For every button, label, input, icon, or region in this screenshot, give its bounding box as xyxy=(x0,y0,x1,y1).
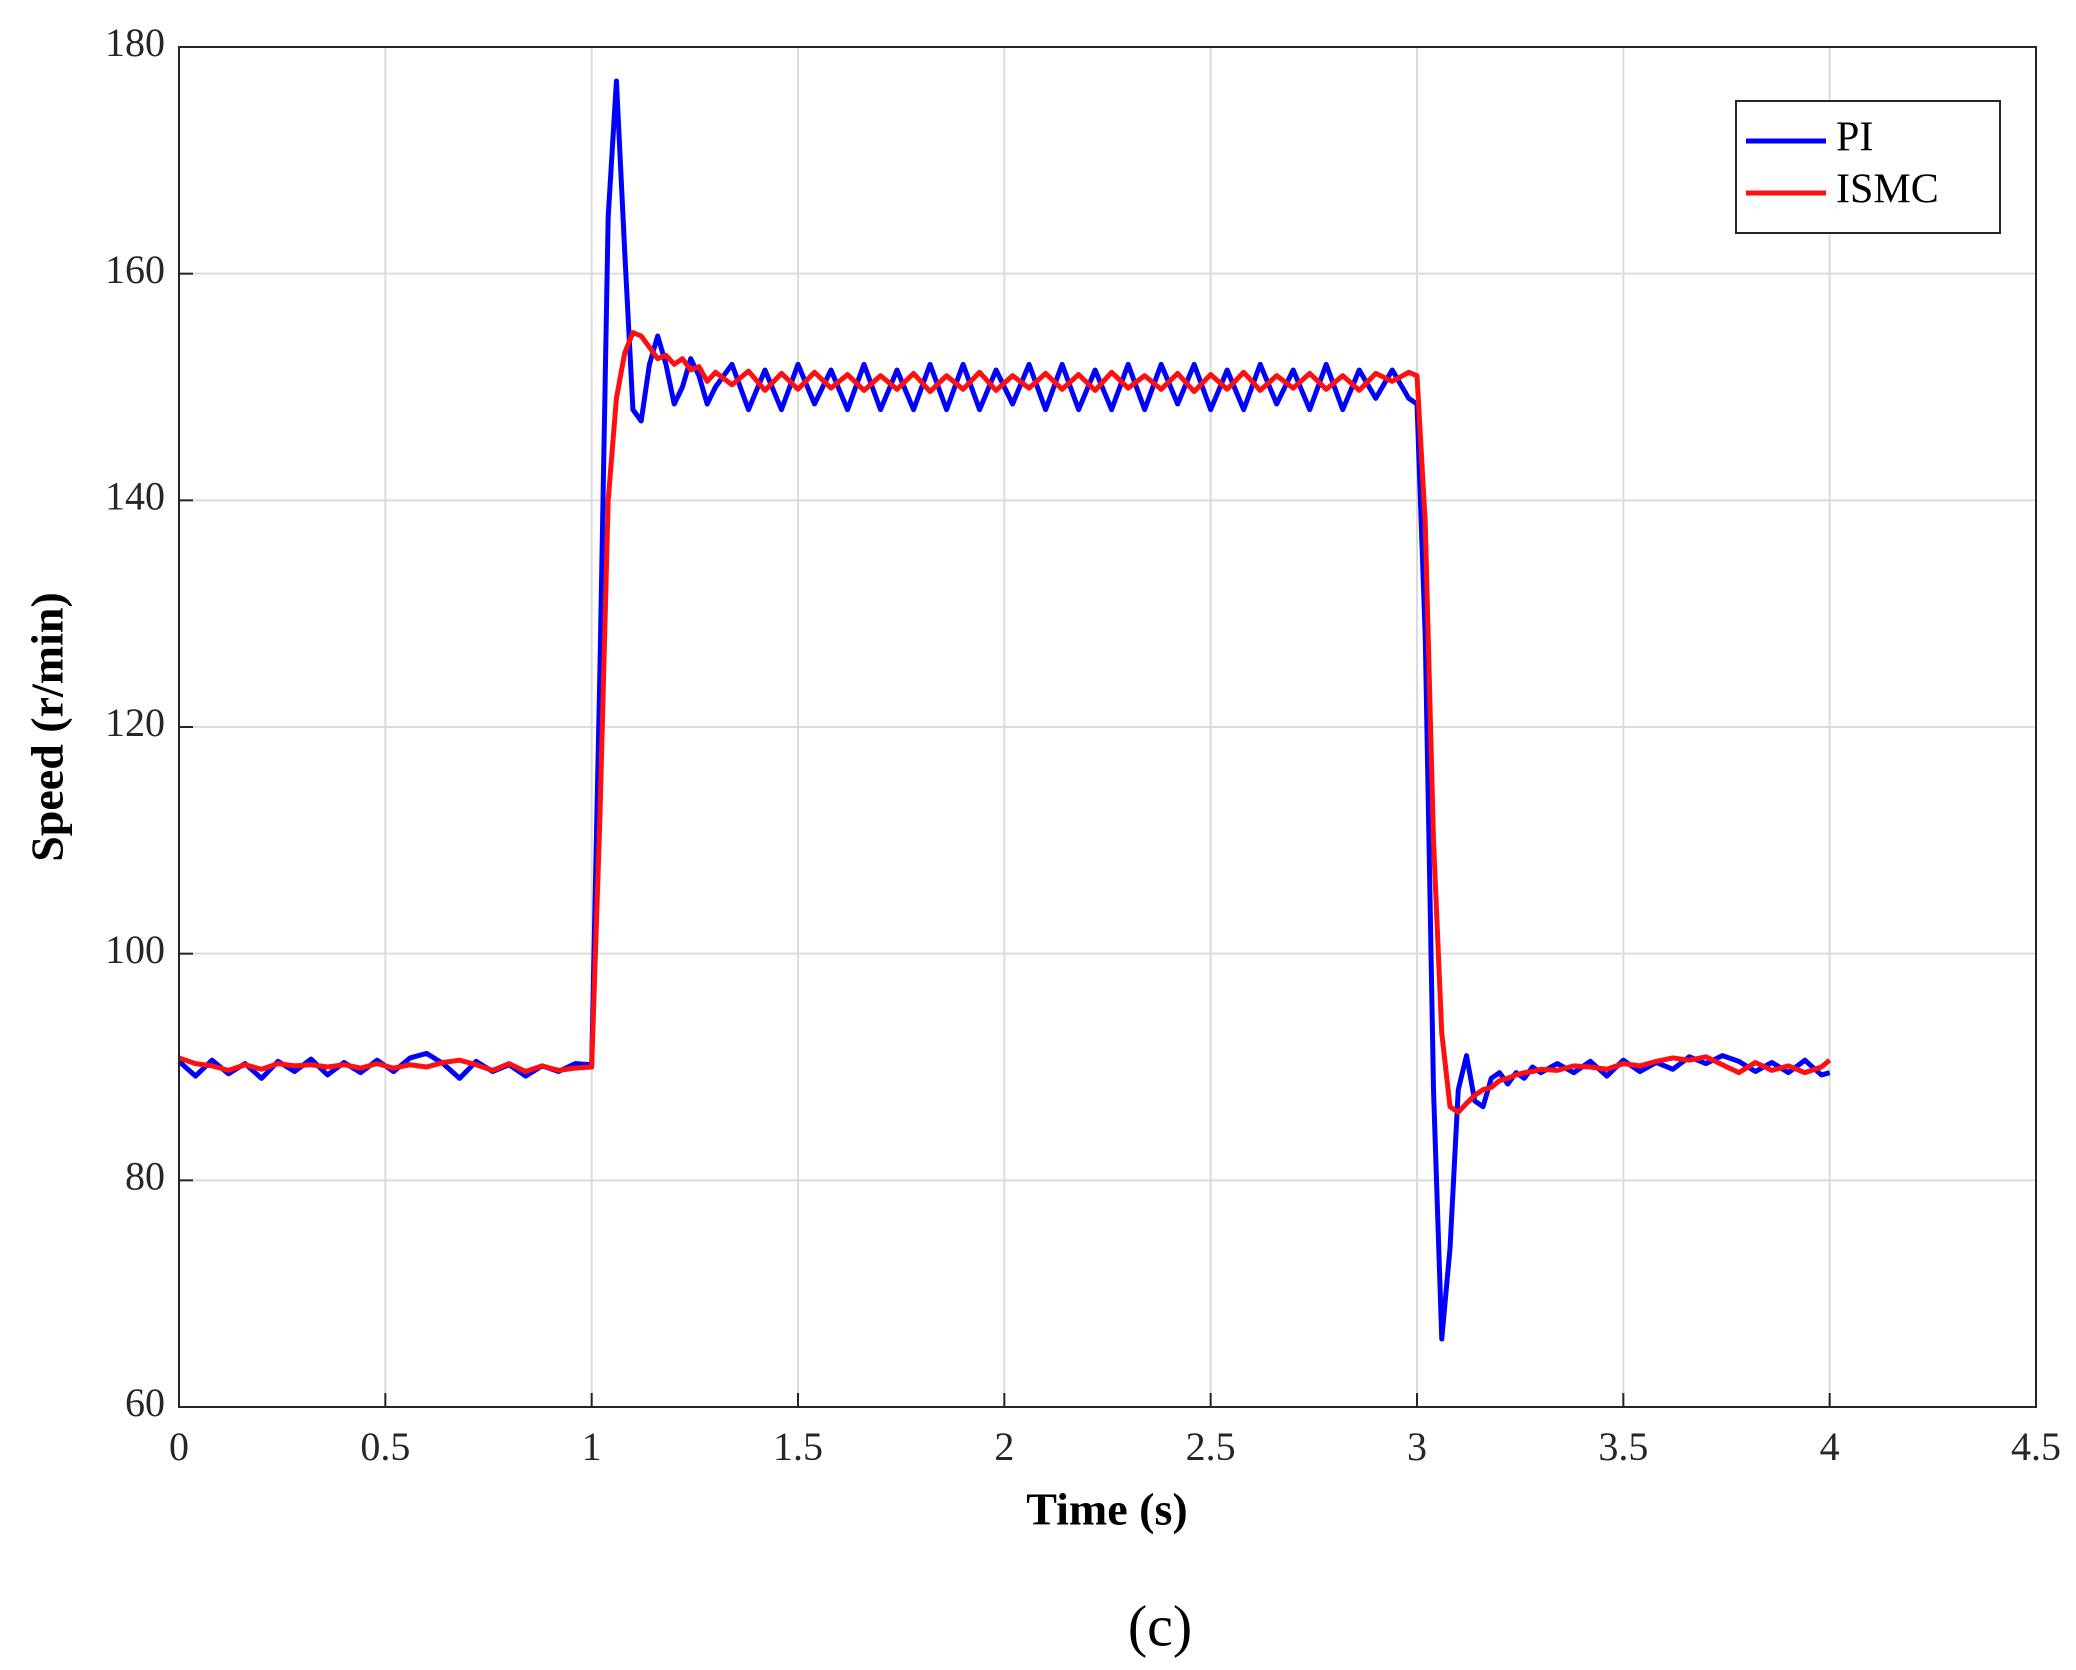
grid xyxy=(178,46,2037,1408)
x-axis-label: Time (s) xyxy=(1026,1484,1187,1535)
caption: (c) xyxy=(1128,1593,1192,1658)
y-axis-label: Speed (r/min) xyxy=(22,592,73,862)
plot-lines xyxy=(177,78,1832,1342)
legend-label: PI xyxy=(1836,115,1873,161)
x-tick-label: 0.5 xyxy=(360,1424,410,1469)
y-tick-label: 60 xyxy=(125,1380,165,1425)
y-tick-label: 120 xyxy=(105,700,165,745)
x-tick-label: 2.5 xyxy=(1186,1424,1236,1469)
y-tick-label: 180 xyxy=(105,20,165,65)
x-tick-label: 0 xyxy=(169,1424,189,1469)
y-tick-label: 80 xyxy=(125,1154,165,1199)
series-line xyxy=(178,330,1832,1115)
x-tick-label: 3.5 xyxy=(1598,1424,1648,1469)
y-tick-label: 140 xyxy=(105,474,165,519)
y-tick-label: 100 xyxy=(105,927,165,972)
legend-box xyxy=(1735,100,2001,234)
x-tick-label: 1.5 xyxy=(773,1424,823,1469)
x-tick-label: 2 xyxy=(994,1424,1014,1469)
y-tick-label: 160 xyxy=(105,247,165,292)
x-tick-label: 4 xyxy=(1820,1424,1840,1469)
legend-label: ISMC xyxy=(1836,167,1939,213)
x-tick-label: 4.5 xyxy=(2011,1424,2061,1469)
x-tick-label: 1 xyxy=(582,1424,602,1469)
x-tick-label: 3 xyxy=(1407,1424,1427,1469)
